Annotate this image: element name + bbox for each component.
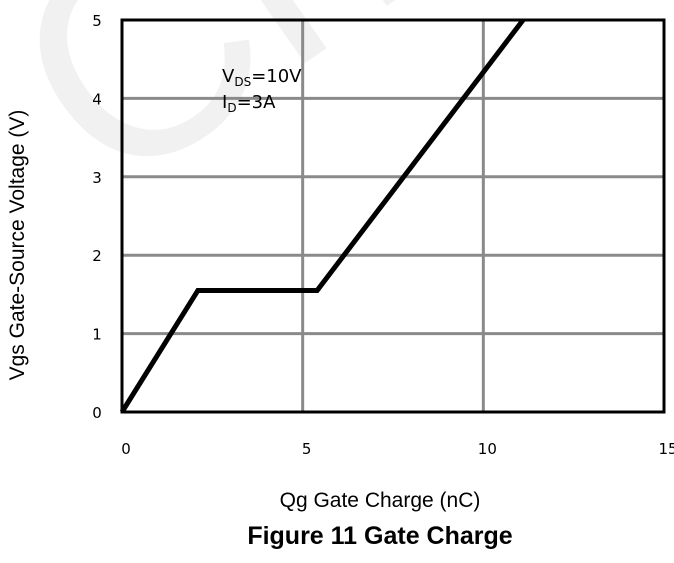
x-tick-label: 5	[302, 440, 312, 458]
y-tick-label: 4	[92, 90, 102, 108]
plot-frame	[120, 18, 666, 414]
y-tick-label: 0	[92, 404, 102, 422]
id-annotation: ID=3A	[222, 92, 276, 115]
figure-title: Figure 11 Gate Charge	[247, 522, 513, 550]
x-tick-labels: 0 5 10 15	[121, 440, 674, 458]
y-axis-label: Vgs Gate-Source Voltage (V)	[6, 110, 29, 381]
x-tick-label: 0	[121, 440, 131, 458]
x-tick-label: 10	[478, 440, 497, 458]
vds-annotation: VDS=10V	[222, 66, 302, 89]
y-tick-label: 3	[92, 169, 102, 187]
y-tick-label: 2	[92, 247, 102, 265]
y-tick-label: 5	[92, 12, 102, 30]
y-tick-label: 1	[92, 326, 102, 344]
gate-charge-curve	[119, 18, 526, 414]
x-tick-label: 15	[658, 440, 674, 458]
x-axis-label: Qg Gate Charge (nC)	[279, 489, 481, 512]
grid-lines	[122, 20, 664, 412]
y-tick-labels: 0 1 2 3 4 5	[92, 12, 102, 422]
